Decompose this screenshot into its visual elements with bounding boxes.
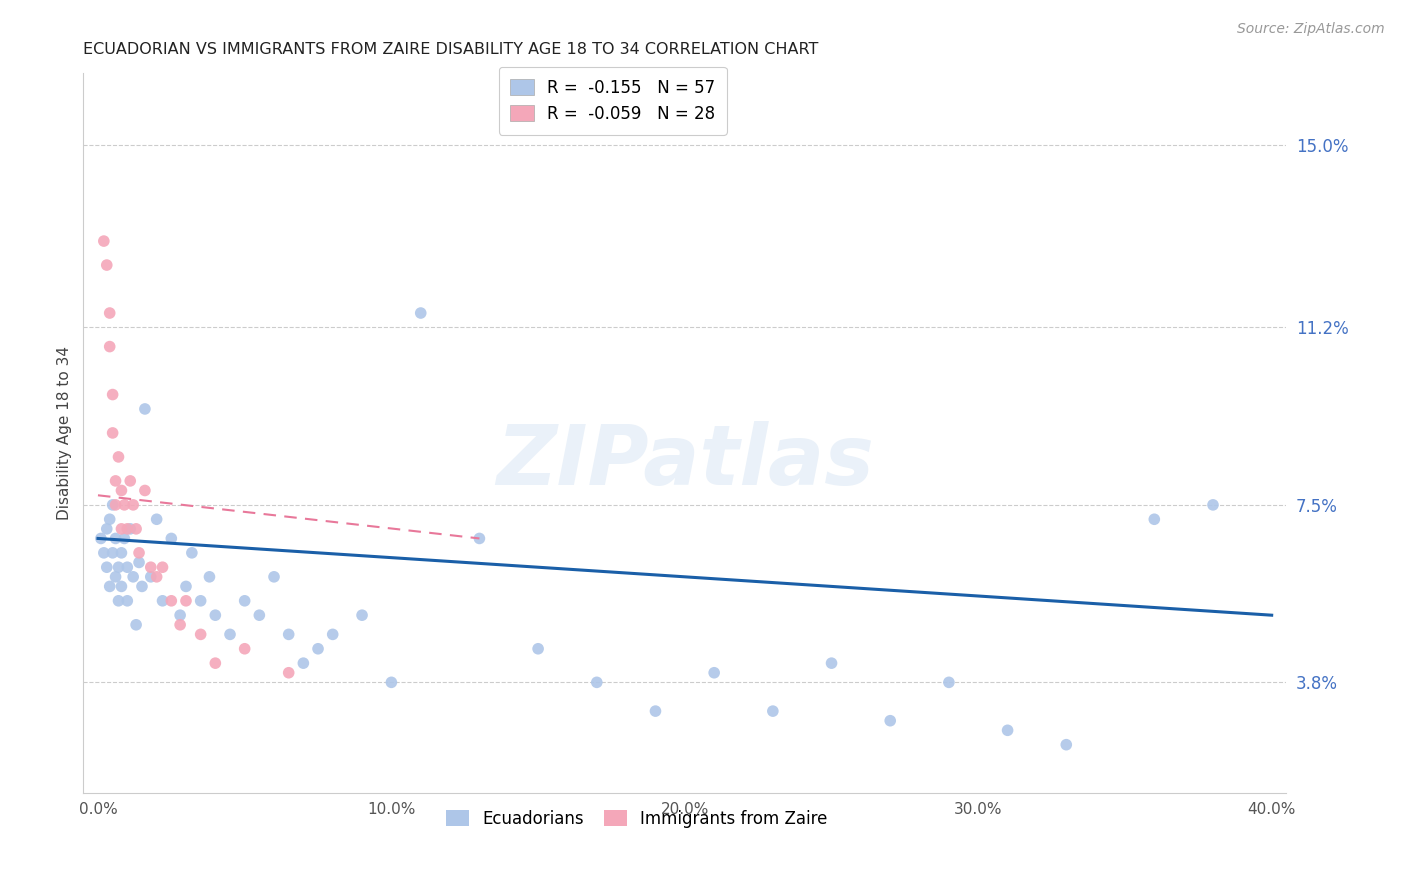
Point xyxy=(139,570,162,584)
Point xyxy=(104,570,127,584)
Point xyxy=(96,522,118,536)
Point xyxy=(122,498,145,512)
Point xyxy=(585,675,607,690)
Point xyxy=(468,532,491,546)
Y-axis label: Disability Age 18 to 34: Disability Age 18 to 34 xyxy=(58,346,72,520)
Point xyxy=(198,570,221,584)
Point xyxy=(233,641,256,656)
Point xyxy=(131,579,153,593)
Point xyxy=(107,594,129,608)
Point xyxy=(101,546,124,560)
Point xyxy=(169,617,191,632)
Point xyxy=(292,656,315,670)
Point xyxy=(190,594,212,608)
Point xyxy=(277,627,299,641)
Point xyxy=(117,560,139,574)
Text: ZIPatlas: ZIPatlas xyxy=(496,421,873,502)
Point xyxy=(145,570,167,584)
Point xyxy=(380,675,402,690)
Point xyxy=(128,556,150,570)
Point xyxy=(110,483,132,498)
Point xyxy=(90,532,112,546)
Point xyxy=(997,723,1019,738)
Point xyxy=(134,483,156,498)
Point xyxy=(122,570,145,584)
Point xyxy=(125,617,148,632)
Point xyxy=(112,498,135,512)
Point xyxy=(107,450,129,464)
Point xyxy=(96,560,118,574)
Point xyxy=(120,474,142,488)
Point xyxy=(93,234,115,248)
Point xyxy=(247,608,270,623)
Point xyxy=(139,560,162,574)
Point xyxy=(125,522,148,536)
Point xyxy=(180,546,202,560)
Point xyxy=(527,641,550,656)
Point xyxy=(101,425,124,440)
Point xyxy=(134,401,156,416)
Point xyxy=(110,522,132,536)
Point xyxy=(204,656,226,670)
Point xyxy=(204,608,226,623)
Text: Source: ZipAtlas.com: Source: ZipAtlas.com xyxy=(1237,22,1385,37)
Point xyxy=(879,714,901,728)
Point xyxy=(938,675,960,690)
Legend: Ecuadorians, Immigrants from Zaire: Ecuadorians, Immigrants from Zaire xyxy=(439,804,835,835)
Point xyxy=(352,608,374,623)
Point xyxy=(703,665,725,680)
Point xyxy=(152,594,174,608)
Point xyxy=(190,627,212,641)
Point xyxy=(277,665,299,680)
Point xyxy=(219,627,242,641)
Point xyxy=(233,594,256,608)
Point xyxy=(820,656,842,670)
Point xyxy=(107,560,129,574)
Point xyxy=(1054,738,1077,752)
Point xyxy=(104,532,127,546)
Point xyxy=(145,512,167,526)
Point xyxy=(1143,512,1166,526)
Point xyxy=(101,498,124,512)
Point xyxy=(104,498,127,512)
Point xyxy=(152,560,174,574)
Point xyxy=(96,258,118,272)
Point xyxy=(93,546,115,560)
Point xyxy=(98,306,121,320)
Point xyxy=(98,512,121,526)
Point xyxy=(117,594,139,608)
Point xyxy=(110,546,132,560)
Point xyxy=(98,340,121,354)
Point xyxy=(110,579,132,593)
Point xyxy=(307,641,329,656)
Point xyxy=(104,474,127,488)
Point xyxy=(644,704,666,718)
Point xyxy=(409,306,432,320)
Point xyxy=(174,579,197,593)
Point xyxy=(128,546,150,560)
Point xyxy=(174,594,197,608)
Text: ECUADORIAN VS IMMIGRANTS FROM ZAIRE DISABILITY AGE 18 TO 34 CORRELATION CHART: ECUADORIAN VS IMMIGRANTS FROM ZAIRE DISA… xyxy=(83,42,818,57)
Point xyxy=(98,579,121,593)
Point xyxy=(322,627,344,641)
Point xyxy=(160,532,183,546)
Point xyxy=(160,594,183,608)
Point xyxy=(112,532,135,546)
Point xyxy=(169,608,191,623)
Point xyxy=(117,522,139,536)
Point xyxy=(762,704,785,718)
Point xyxy=(1202,498,1225,512)
Point xyxy=(263,570,285,584)
Point xyxy=(120,522,142,536)
Point xyxy=(101,387,124,401)
